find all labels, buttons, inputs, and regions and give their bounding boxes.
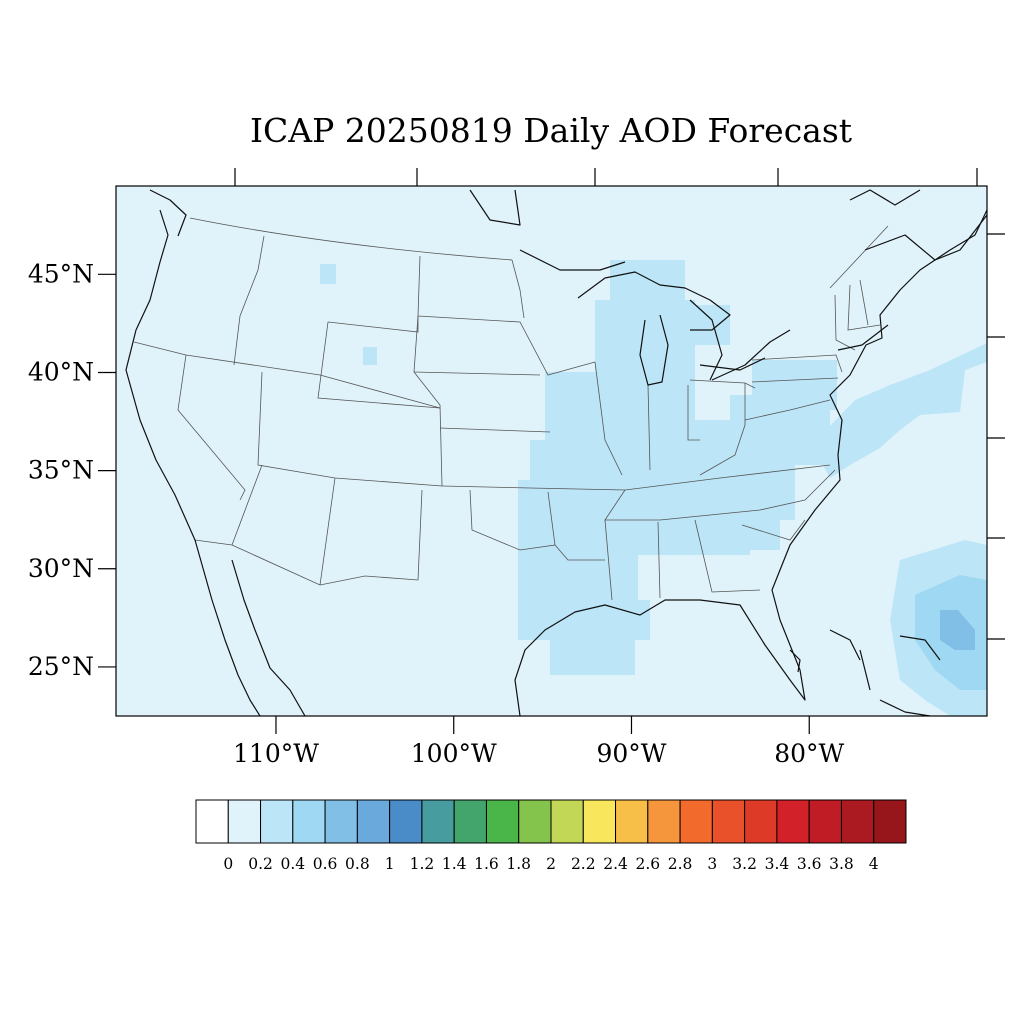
colorbar-label: 3.4 [765, 855, 790, 873]
colorbar-box [389, 799, 423, 844]
colorbar-label: 3.6 [797, 855, 822, 873]
colorbar-box [808, 799, 842, 844]
lat-tick-label: 25°N [28, 652, 94, 681]
colorbar-box [776, 799, 810, 844]
colorbar-label: 3.2 [732, 855, 757, 873]
aod-region-wyoming-spot [363, 347, 377, 365]
lat-tick-label: 35°N [28, 456, 94, 485]
colorbar-label: 0 [223, 855, 233, 873]
colorbar-label: 2 [546, 855, 556, 873]
colorbar-label: 1 [385, 855, 395, 873]
aod-field [320, 260, 987, 716]
colorbar-box [227, 799, 262, 844]
colorbar-label: 0.2 [248, 855, 273, 873]
aod-colorbar: 0 0.2 0.4 0.6 0.8 1 1.2 1.4 1.6 1.8 2 2.2 2.4 2.6 2.8 3… [195, 799, 907, 873]
colorbar-label: 2.4 [603, 855, 628, 873]
colorbar-label: 2.2 [571, 855, 596, 873]
lat-tick-label: 45°N [28, 259, 94, 288]
coastlines [125, 189, 987, 716]
colorbar-box [873, 799, 907, 844]
colorbar-label: 2.8 [668, 855, 693, 873]
lon-tick-label: 110°W [233, 739, 319, 768]
colorbar-label: 1.4 [442, 855, 467, 873]
colorbar-box [421, 799, 455, 844]
colorbar-box [840, 799, 875, 844]
latitude-axis: 45°N 40°N 35°N 30°N 25°N [28, 259, 116, 681]
aod-region-gulf-coast-plume [550, 600, 650, 675]
colorbar-box [453, 799, 487, 844]
colorbar-label: 3 [707, 855, 717, 873]
lat-tick-label: 40°N [28, 357, 94, 386]
aod-region-appalachian-plume [700, 360, 837, 550]
top-ticks [234, 168, 978, 186]
state-boundaries [133, 217, 889, 601]
colorbar-box [550, 799, 584, 844]
colorbar-box [679, 799, 713, 844]
right-ticks [987, 233, 1005, 640]
colorbar-box [744, 799, 778, 844]
lon-tick-label: 100°W [411, 739, 497, 768]
map-panel: 45°N 40°N 35°N 30°N 25°N 110°W 100°W 90°W 80°W [28, 168, 1005, 768]
colorbar-box [711, 799, 746, 844]
colorbar-box [195, 799, 229, 844]
colorbar-label: 0.6 [313, 855, 338, 873]
colorbar-label: 1.6 [474, 855, 499, 873]
colorbar-label: 0.4 [280, 855, 305, 873]
map-frame [115, 185, 988, 717]
aod-region-atlantic-offshore-band [820, 343, 987, 478]
colorbar-box [356, 799, 391, 844]
map-title: ICAP 20250819 Daily AOD Forecast [250, 111, 852, 150]
colorbar-label: 1.8 [506, 855, 531, 873]
longitude-axis: 110°W 100°W 90°W 80°W [233, 716, 845, 768]
colorbar-label: 2.6 [635, 855, 660, 873]
colorbar-label: 0.8 [345, 855, 370, 873]
colorbar-box [582, 799, 617, 844]
aod-region-great-lakes-plume [595, 260, 730, 390]
aod-region-bahamas-core [940, 610, 975, 650]
colorbar-box [615, 799, 649, 844]
colorbar-box [292, 799, 326, 844]
lat-tick-label: 30°N [28, 554, 94, 583]
colorbar-label: 1.2 [410, 855, 435, 873]
colorbar-box [518, 799, 552, 844]
colorbar-box [260, 799, 294, 844]
colorbar-label: 3.8 [829, 855, 854, 873]
lon-tick-label: 90°W [596, 739, 666, 768]
lon-tick-label: 80°W [774, 739, 844, 768]
colorbar-box [485, 799, 520, 844]
aod-region-montana-spot [320, 264, 336, 284]
colorbar-box [647, 799, 681, 844]
colorbar-box [324, 799, 358, 844]
colorbar-label: 4 [869, 855, 879, 873]
